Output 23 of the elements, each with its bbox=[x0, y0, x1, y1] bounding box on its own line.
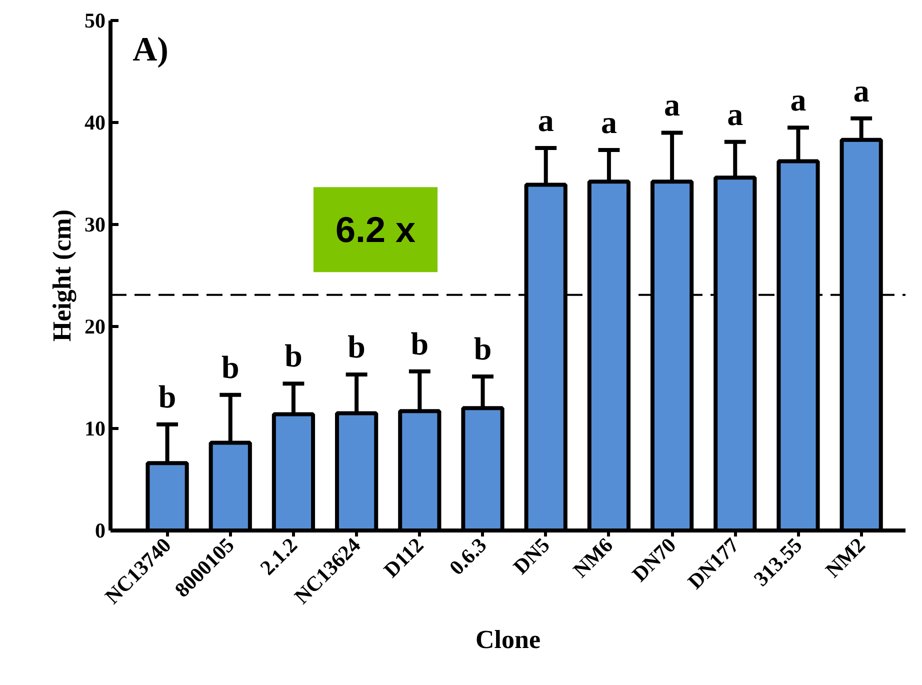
annotation: b bbox=[158, 378, 176, 414]
annotation: 6.2 x bbox=[335, 209, 416, 250]
y-axis-title: Height (cm) bbox=[48, 209, 76, 342]
annotation: A) bbox=[132, 32, 168, 68]
annotation: a bbox=[853, 72, 870, 108]
y-tick-label: 40 bbox=[84, 110, 106, 134]
x-tick-label: 0.6.3 bbox=[444, 533, 492, 580]
annotation: a bbox=[790, 82, 806, 118]
annotation: a bbox=[727, 96, 744, 132]
y-tick-label: 50 bbox=[84, 8, 106, 32]
annotation: a bbox=[600, 104, 617, 140]
y-tick-label: 20 bbox=[84, 314, 106, 338]
annotation: b bbox=[284, 338, 302, 374]
annotation: a bbox=[664, 86, 680, 123]
y-tick-label: 10 bbox=[84, 416, 106, 440]
annotation: b bbox=[410, 325, 429, 362]
annotation: b bbox=[474, 330, 492, 366]
annotation: a bbox=[538, 102, 554, 138]
y-tick-label: 30 bbox=[84, 212, 106, 236]
x-axis-title: Clone bbox=[476, 625, 540, 654]
annotation: b bbox=[348, 328, 366, 364]
y-tick-label: 0 bbox=[95, 518, 106, 542]
annotation: b bbox=[221, 348, 240, 385]
